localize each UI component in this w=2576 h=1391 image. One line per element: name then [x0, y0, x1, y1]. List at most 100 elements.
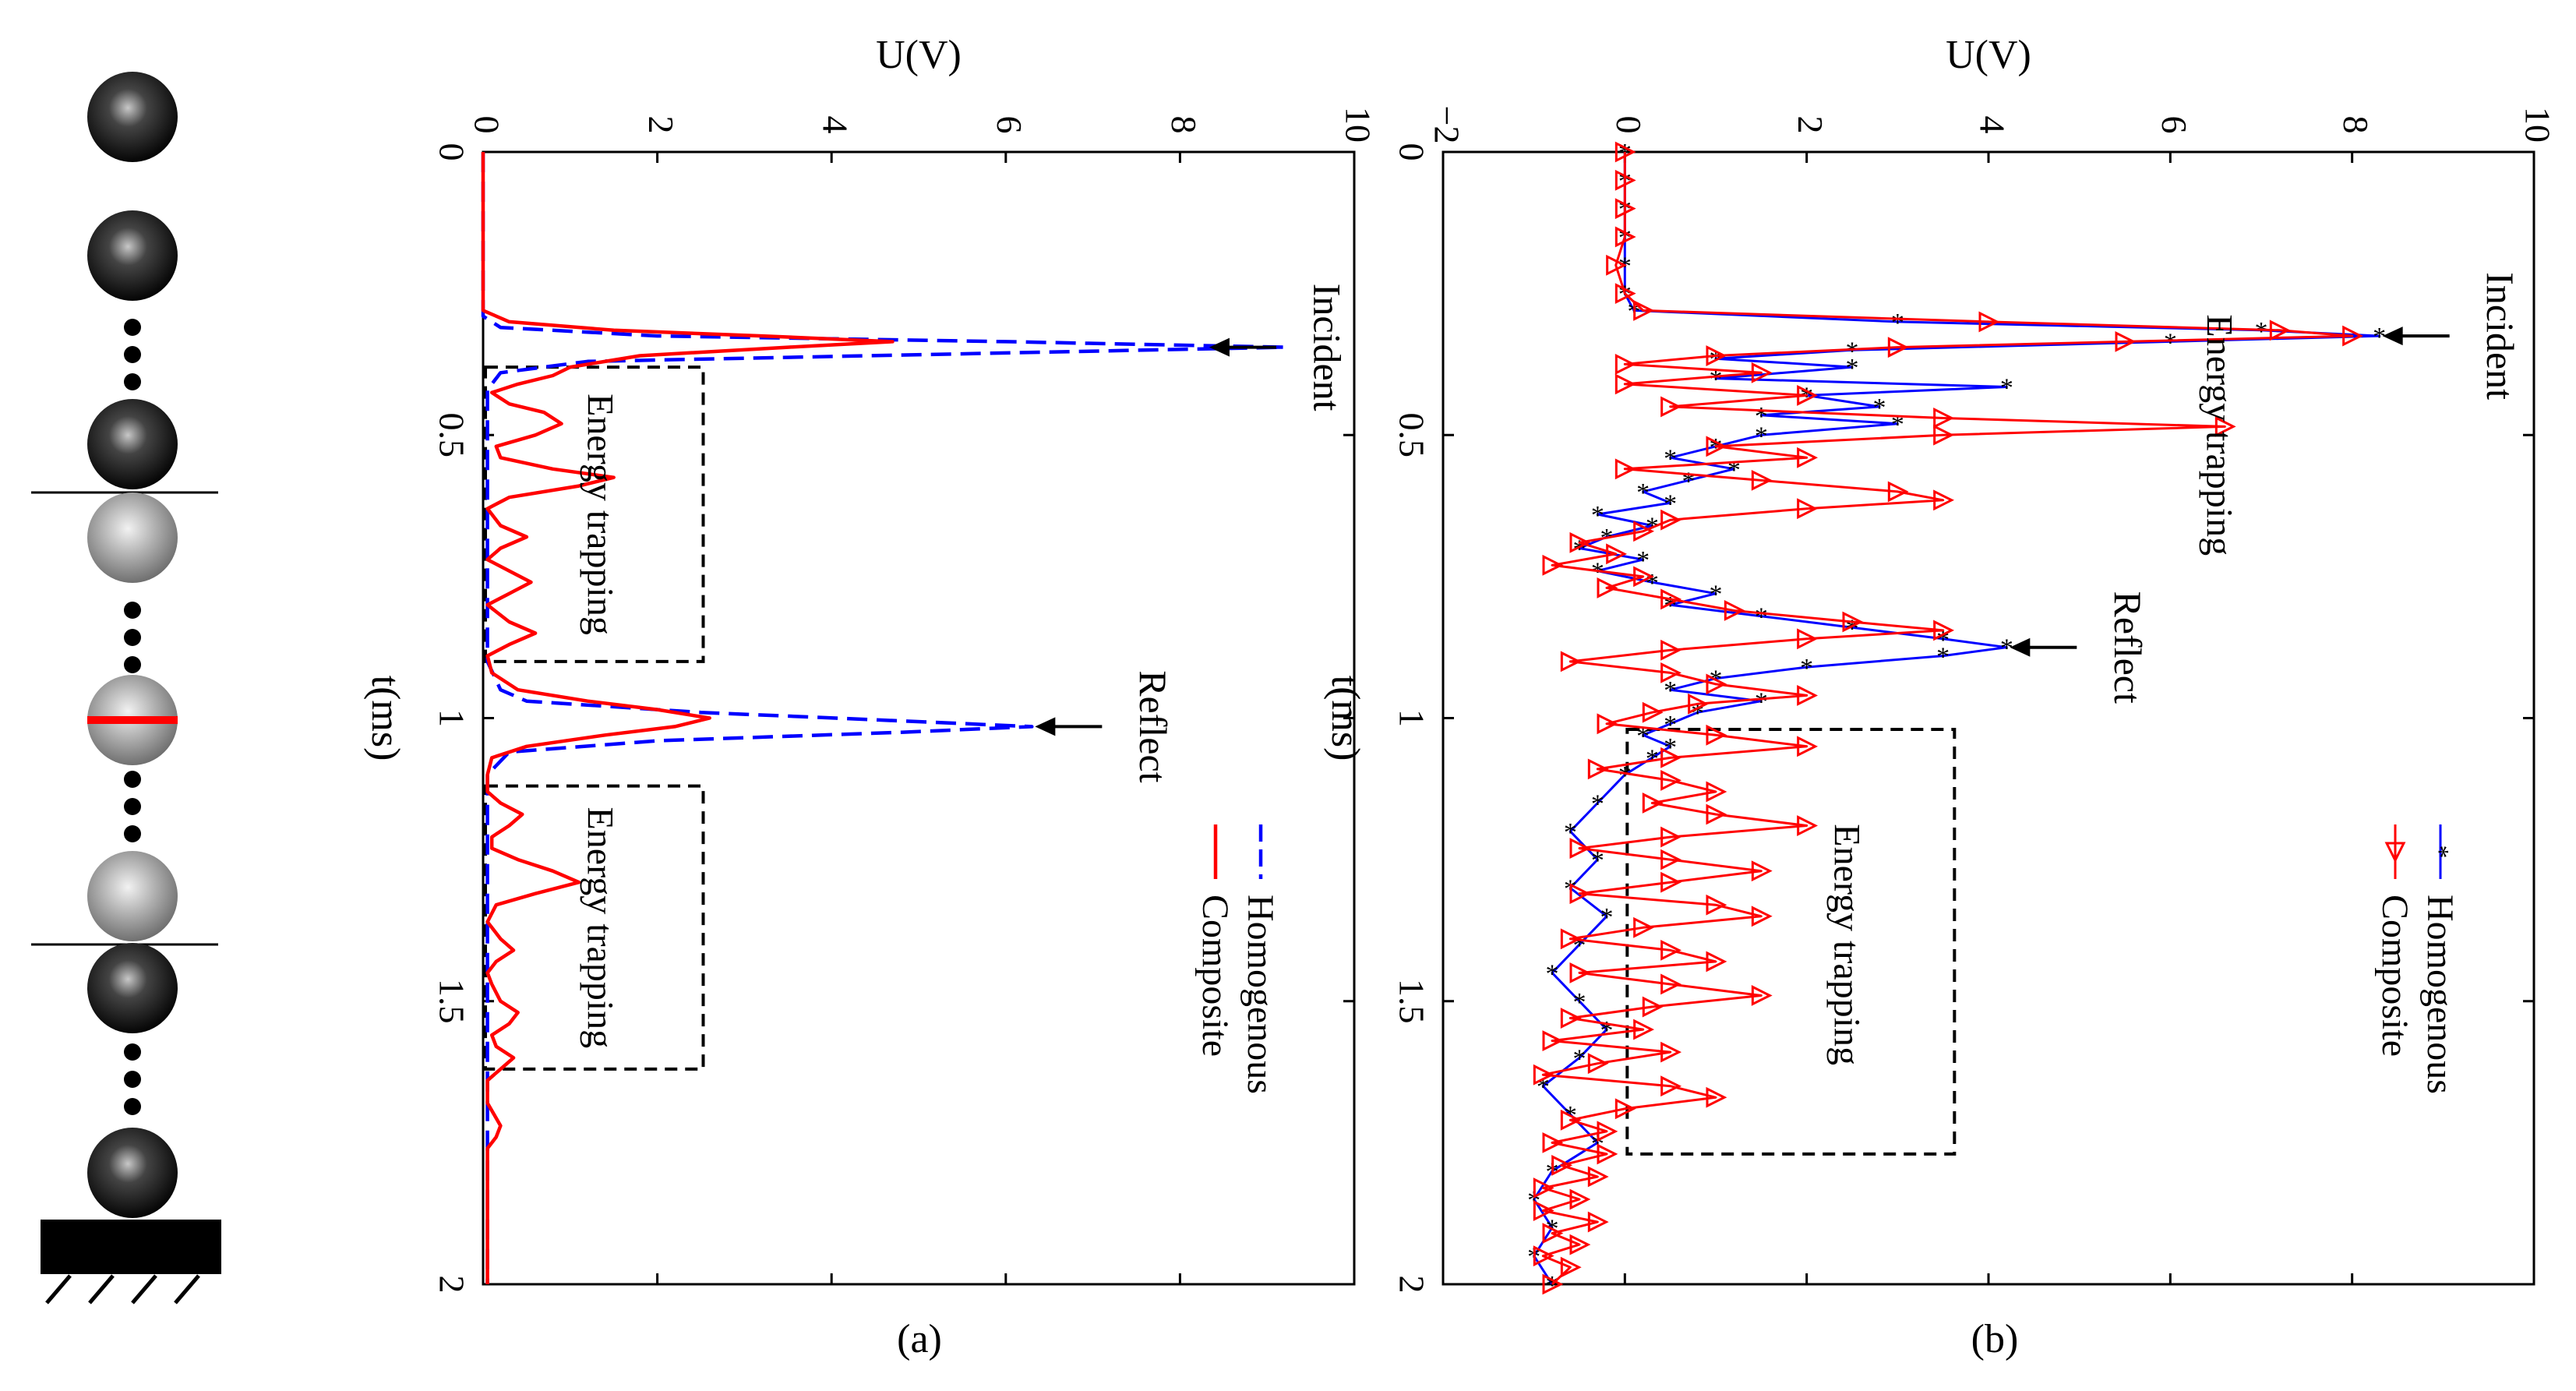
data-point-homogenous: * — [1936, 643, 1950, 672]
dot — [124, 656, 141, 673]
data-point-homogenous: * — [1710, 365, 1723, 394]
data-point-composite — [1560, 1109, 1582, 1131]
data-point-composite — [1933, 424, 1955, 446]
data-point-composite — [1614, 458, 1636, 480]
u-tick-label: 10 — [1338, 107, 1378, 143]
data-point-composite — [1614, 198, 1636, 220]
data-point-homogenous: * — [1573, 988, 1586, 1017]
legend-label: Composite — [2374, 895, 2415, 1057]
black-ball — [87, 943, 178, 1033]
t-tick-label: 1.5 — [432, 979, 471, 1024]
data-point-homogenous: * — [1600, 903, 1614, 932]
data-point-homogenous: * — [1664, 711, 1677, 740]
t-tick-label: 0.5 — [432, 413, 471, 458]
data-point-homogenous: * — [1846, 354, 1859, 383]
dot — [124, 1043, 141, 1061]
annotation-label: Reflect — [2106, 591, 2150, 704]
t-tick-label: 0 — [432, 143, 471, 161]
data-point-composite — [1597, 1121, 1618, 1142]
data-point-composite — [1642, 996, 1664, 1018]
data-point-homogenous: * — [1636, 478, 1650, 507]
data-point-homogenous: * — [1891, 309, 1904, 337]
t-tick-label: 1.5 — [1392, 979, 1431, 1024]
data-point-composite — [1569, 531, 1591, 553]
dot — [124, 771, 141, 788]
gray-ball — [87, 851, 178, 941]
data-point-composite — [1560, 651, 1582, 673]
u-tick-label: 0 — [1609, 116, 1649, 134]
data-point-composite — [1633, 521, 1655, 542]
data-point-homogenous: * — [1591, 558, 1604, 587]
data-point-composite — [1614, 1098, 1636, 1120]
data-point-composite — [1597, 713, 1618, 735]
wall-hatching — [45, 1274, 200, 1305]
black-ball — [87, 399, 178, 489]
dot — [124, 346, 141, 363]
data-point-composite — [1797, 498, 1819, 520]
data-point-homogenous: * — [1618, 761, 1632, 790]
arrow-head — [1035, 717, 1056, 736]
data-point-composite — [1569, 1188, 1591, 1210]
data-point-homogenous: * — [1664, 676, 1677, 705]
data-point-composite — [1751, 860, 1773, 882]
data-point-homogenous: * — [1846, 337, 1859, 365]
t-axis-label: t(ms) — [1323, 676, 1367, 761]
data-point-homogenous: * — [1591, 501, 1604, 530]
t-tick-label: 0.5 — [1392, 413, 1431, 458]
data-point-composite — [1688, 693, 1710, 715]
data-point-composite — [1660, 396, 1682, 418]
data-point-composite — [1660, 747, 1682, 768]
data-point-composite — [1633, 1019, 1655, 1040]
data-point-composite — [1797, 628, 1819, 650]
energy-trapping-box — [484, 365, 705, 663]
data-point-composite — [1660, 973, 1682, 995]
energy-trapping-box — [484, 784, 705, 1071]
data-point-homogenous: * — [1710, 581, 1723, 609]
dot — [124, 1098, 141, 1115]
data-point-composite — [1706, 724, 1727, 746]
data-point-composite — [1560, 1256, 1582, 1278]
annotation-label: Energy trapping — [579, 807, 620, 1048]
data-point-composite — [1751, 985, 1773, 1006]
data-point-composite — [1706, 345, 1727, 366]
u-tick-label: 8 — [1164, 116, 1204, 134]
legend-marker — [2384, 842, 2406, 863]
data-point-composite — [1797, 736, 1819, 757]
data-point-homogenous: * — [2255, 317, 2268, 346]
data-point-composite — [1542, 1273, 1564, 1295]
data-point-composite — [1887, 481, 1909, 503]
data-point-composite — [1642, 701, 1664, 723]
t-tick-label: 0 — [1392, 143, 1431, 161]
data-point-composite — [1660, 871, 1682, 893]
data-point-composite — [2269, 320, 2291, 341]
dot — [124, 602, 141, 619]
data-point-composite — [1569, 883, 1591, 905]
data-point-composite — [1633, 299, 1655, 321]
u-tick-label: 2 — [1791, 116, 1830, 134]
u-tick-label: 8 — [2336, 116, 2376, 134]
data-point-composite — [1542, 554, 1564, 576]
u-tick-label: 2 — [641, 116, 681, 134]
data-point-composite — [1706, 781, 1727, 803]
data-point-composite — [1606, 543, 1628, 565]
data-point-composite — [1706, 1086, 1727, 1108]
data-point-homogenous: * — [2000, 634, 2013, 663]
annotation-label: Energy trapping — [2199, 314, 2240, 556]
data-point-composite — [1660, 939, 1682, 961]
u-tick-label: 6 — [990, 116, 1029, 134]
u-axis-label: U(V) — [1946, 33, 2031, 77]
data-point-composite — [1569, 838, 1591, 860]
series-line-composite — [481, 152, 895, 1284]
data-point-homogenous: * — [1527, 1186, 1540, 1215]
data-point-composite — [1614, 354, 1636, 375]
data-point-composite — [1606, 254, 1628, 276]
data-point-composite — [1933, 620, 1955, 641]
annotation-label: Incident — [1305, 284, 1349, 411]
legend-label: Composite — [1194, 895, 1236, 1057]
dot — [124, 1071, 141, 1088]
data-point-composite — [1660, 1041, 1682, 1063]
annotation-label: Reflect — [1131, 670, 1175, 782]
data-point-composite — [1542, 1223, 1564, 1244]
data-point-composite — [2115, 330, 2137, 352]
